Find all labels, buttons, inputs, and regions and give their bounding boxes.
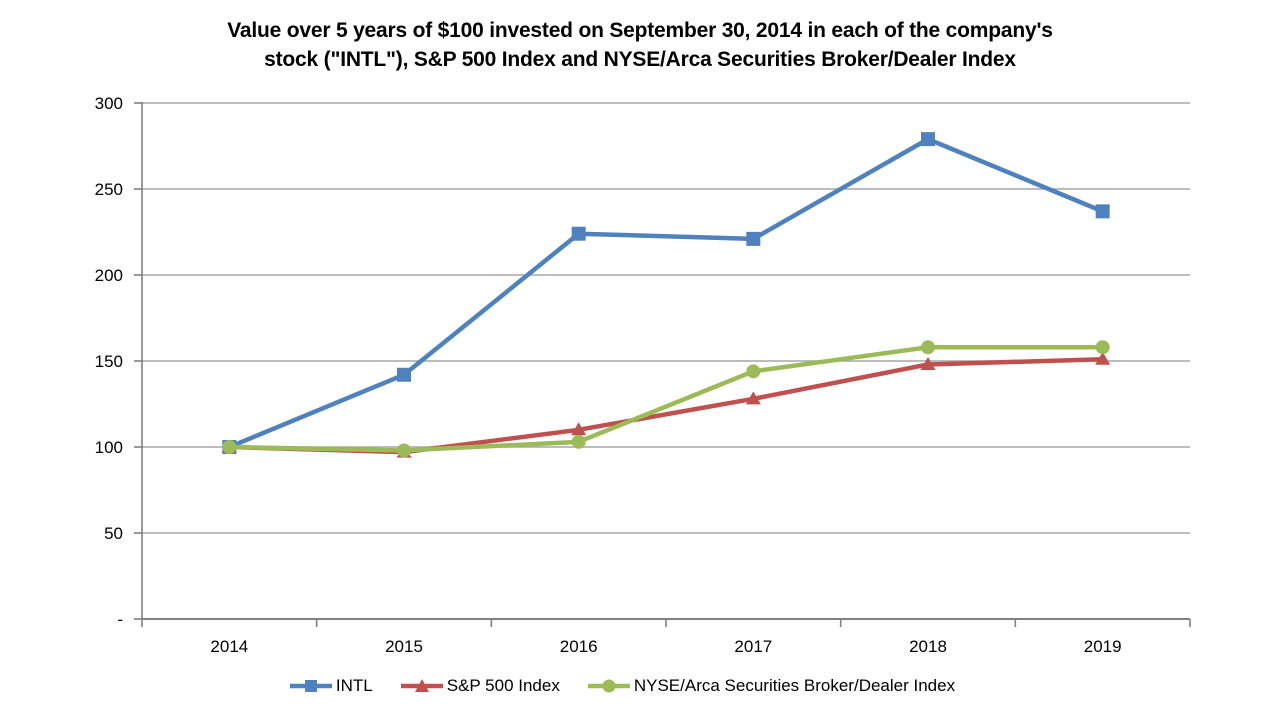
- series-intl-marker: [746, 231, 761, 246]
- series-s-p-500-index-marker: [920, 356, 936, 370]
- series-nyse-arca-securities-broker-dealer-index-line: [229, 344, 1103, 453]
- x-axis-label: 2019: [1084, 637, 1122, 656]
- y-axis-label: 250: [95, 180, 123, 199]
- legend-label-intl: INTL: [335, 676, 373, 695]
- chart-title-line-2: stock ("INTL"), S&P 500 Index and NYSE/A…: [264, 48, 1016, 71]
- x-axis-label: 2018: [909, 637, 947, 656]
- series-s-p-500-index-marker: [571, 422, 587, 436]
- series-intl-marker: [571, 226, 586, 241]
- series-intl-line: [228, 136, 1104, 450]
- legend-label-s-p-500-index: S&P 500 Index: [446, 676, 560, 695]
- legend-item-nyse-arca-securities-broker-dealer-index: NYSE/Arca Securities Broker/Dealer Index: [587, 676, 955, 696]
- legend-square-marker-icon: [289, 680, 332, 692]
- y-axis-label: -: [117, 610, 123, 629]
- x-axis-label: 2014: [210, 637, 248, 656]
- y-axis-label: 150: [95, 352, 123, 371]
- series-nyse-arca-securities-broker-dealer-index-marker: [571, 434, 586, 449]
- series-nyse-arca-securities-broker-dealer-index-marker: [222, 440, 237, 454]
- legend-circle-marker-icon: [587, 679, 630, 693]
- y-axis-label: 200: [95, 266, 123, 285]
- y-axis-label: 100: [95, 438, 123, 457]
- series-intl-marker: [921, 132, 935, 147]
- series-intl-marker: [397, 367, 411, 382]
- chart-title: Value over 5 years of $100 invested on S…: [0, 16, 1280, 74]
- legend-triangle-marker-icon: [400, 679, 443, 692]
- x-axis-label: 2015: [385, 637, 423, 656]
- series-intl-marker: [1095, 204, 1110, 219]
- chart-legend: INTL S&P 500 Index NYSE/Arca Securities Br…: [0, 676, 1262, 696]
- x-axis-label: 2016: [560, 637, 598, 656]
- series-nyse-arca-securities-broker-dealer-index-marker: [1095, 340, 1110, 355]
- series-nyse-arca-securities-broker-dealer-index-marker: [746, 364, 761, 379]
- x-axis-label: 2017: [734, 637, 772, 656]
- legend-label-nyse-arca-securities-broker-dealer-index: NYSE/Arca Securities Broker/Dealer Index: [633, 676, 956, 695]
- legend-item-s-p-500-index: S&P 500 Index: [400, 676, 560, 696]
- chart-title-line-1: Value over 5 years of $100 invested on S…: [227, 19, 1053, 42]
- y-axis-label: 300: [95, 94, 123, 113]
- series-s-p-500-index-marker: [745, 391, 761, 405]
- series-s-p-500-index-marker: [1095, 351, 1111, 365]
- y-axis-label: 50: [104, 524, 123, 543]
- series-nyse-arca-securities-broker-dealer-index-marker: [921, 340, 935, 355]
- series-nyse-arca-securities-broker-dealer-index-marker: [397, 443, 411, 458]
- legend-item-intl: INTL: [289, 676, 373, 696]
